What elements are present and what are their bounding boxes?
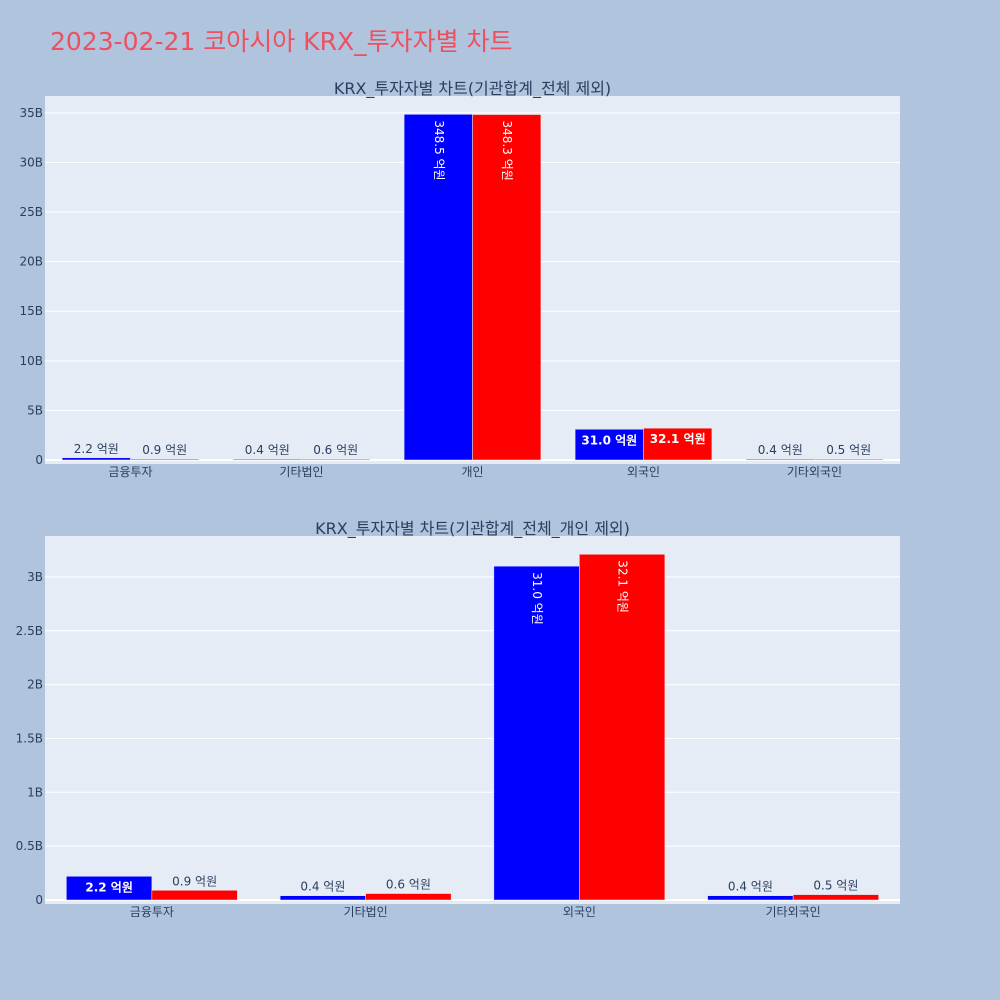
data-label: 0.9 억원	[142, 443, 187, 457]
y-tick-label: 1B	[27, 785, 43, 799]
x-tick-label: 기타외국인	[766, 905, 821, 919]
bar	[301, 458, 371, 461]
y-tick-label: 3B	[27, 570, 43, 584]
data-label: 0.9 억원	[172, 874, 217, 888]
x-tick-label: 외국인	[627, 465, 660, 479]
plot-area	[45, 536, 900, 904]
y-tick-label: 0	[35, 453, 43, 467]
y-tick-label: 2B	[27, 678, 43, 692]
y-tick-label: 0.5B	[16, 839, 43, 853]
bar	[232, 458, 302, 461]
bar	[365, 893, 452, 901]
x-tick-label: 외국인	[563, 905, 596, 919]
bar	[707, 895, 794, 901]
x-tick-label: 기타법인	[344, 905, 388, 919]
data-label: 32.1 억원	[650, 432, 706, 446]
data-label: 0.4 억원	[728, 880, 773, 894]
data-label: 0.4 억원	[300, 880, 345, 894]
x-tick-label: 금융투자	[108, 465, 152, 479]
data-label: 0.6 억원	[386, 878, 431, 892]
x-tick-label: 기타법인	[279, 465, 323, 479]
bar	[403, 114, 473, 461]
y-tick-label: 0	[35, 893, 43, 907]
bar	[574, 429, 644, 461]
data-label: 2.2 억원	[74, 442, 119, 456]
bar	[61, 457, 131, 461]
x-tick-label: 금융투자	[130, 905, 174, 919]
x-tick-label: 개인	[461, 465, 483, 479]
data-label: 0.5 억원	[826, 443, 871, 457]
chart-1: 0 5B 10B 15B 20B 25B 30B 35B KRX_투자자별 차트(기관합계_전체…	[19, 79, 900, 479]
page-title: 2023-02-21 코아시아 KRX_투자자별 차트	[50, 27, 513, 56]
data-label: 31.0 억원	[530, 572, 544, 625]
data-label: 348.3 억원	[500, 121, 514, 181]
data-label: 0.6 억원	[313, 443, 358, 457]
y-tick-label: 35B	[19, 106, 43, 120]
y-tick-label: 30B	[19, 155, 43, 169]
bar	[643, 427, 713, 461]
y-tick-label: 5B	[27, 403, 43, 417]
data-label: 348.5 억원	[432, 120, 446, 180]
data-label: 32.1 억원	[616, 560, 630, 613]
data-label: 0.4 억원	[245, 443, 290, 457]
chart-title: KRX_투자자별 차트(기관합계_전체 제외)	[334, 79, 611, 99]
bar	[130, 458, 200, 461]
y-tick-label: 2.5B	[16, 624, 43, 638]
data-label: 0.5 억원	[813, 879, 858, 893]
bar	[472, 114, 542, 461]
bar	[814, 458, 884, 461]
bar	[66, 876, 153, 901]
y-tick-label: 20B	[19, 255, 43, 269]
bar	[279, 895, 366, 901]
y-tick-label: 1.5B	[16, 731, 43, 745]
data-label: 2.2 억원	[85, 880, 133, 894]
x-tick-label: 기타외국인	[787, 465, 842, 479]
bar	[579, 554, 666, 901]
bar	[745, 458, 815, 461]
bar	[792, 894, 879, 901]
bar	[151, 890, 238, 901]
chart-title: KRX_투자자별 차트(기관합계_전체_개인 제외)	[315, 519, 630, 539]
data-label: 31.0 억원	[581, 433, 637, 447]
y-tick-label: 25B	[19, 205, 43, 219]
data-label: 0.4 억원	[758, 443, 803, 457]
chart-2: 0 0.5B 1B 1.5B 2B 2.5B 3B KRX_투자자별 차트(기관합계_전체_개…	[16, 519, 900, 919]
y-tick-label: 15B	[19, 304, 43, 318]
y-tick-label: 10B	[19, 354, 43, 368]
